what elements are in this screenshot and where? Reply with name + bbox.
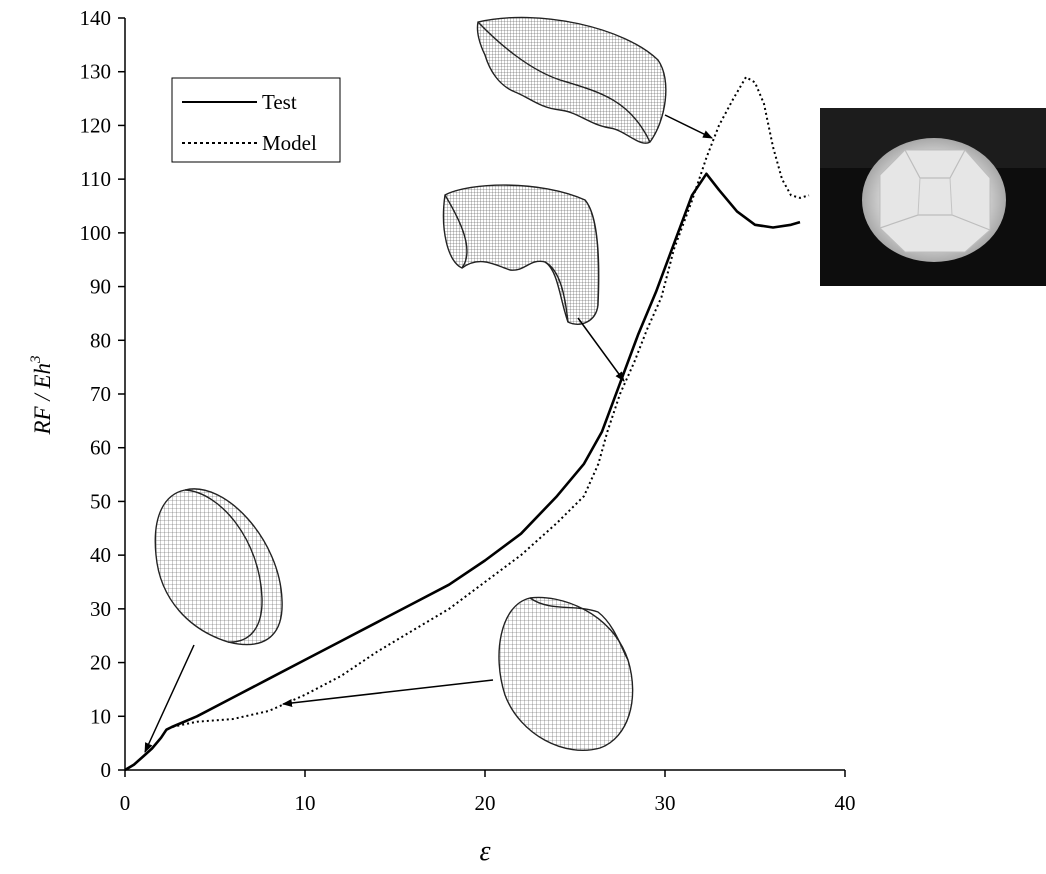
y-tick-label: 70 [90, 382, 111, 406]
y-tick-label: 80 [90, 328, 111, 352]
shell-dimpled-figure [498, 596, 634, 752]
arrow-initial [144, 644, 195, 753]
y-tick-label: 100 [80, 221, 112, 245]
series-line-model [124, 76, 810, 771]
y-tick-label: 120 [80, 113, 112, 137]
x-tick-label: 10 [295, 791, 316, 815]
y-tick-label: 50 [90, 489, 111, 513]
specimen-photo [820, 108, 1046, 286]
x-tick-label: 0 [120, 791, 131, 815]
shell-folded-figure [442, 184, 600, 325]
arrow-buckled [664, 114, 713, 139]
y-tick-label: 20 [90, 651, 111, 675]
shell-initial-figure [154, 488, 283, 646]
x-tick-label: 20 [475, 791, 496, 815]
y-tick-label: 0 [101, 758, 112, 782]
arrow-dimpled [282, 679, 494, 707]
y-tick-label: 140 [80, 6, 112, 30]
arrow-folded [577, 317, 625, 382]
y-tick-label: 10 [90, 704, 111, 728]
y-tick-label: 30 [90, 597, 111, 621]
y-tick-label: 110 [80, 167, 111, 191]
y-tick-label: 130 [80, 60, 112, 84]
svg-text:RF / Eh3: RF / Eh3 [28, 355, 55, 435]
y-tick-label: 60 [90, 436, 111, 460]
x-tick-label: 30 [655, 791, 676, 815]
x-axis-ticks: 0 10 20 30 40 [120, 770, 856, 815]
legend: Test Model [171, 77, 341, 163]
legend-label-test: Test [262, 90, 297, 114]
y-axis-ticks: 0 10 20 30 40 50 60 70 80 90 100 110 120 130 140 [80, 6, 125, 782]
x-axis-title: ε [479, 836, 490, 867]
legend-box [171, 77, 341, 163]
y-tick-label: 40 [90, 543, 111, 567]
y-tick-label: 90 [90, 275, 111, 299]
y-axis-title: RF / Eh3 [28, 355, 55, 435]
x-tick-label: 40 [835, 791, 856, 815]
annotation-arrows [144, 114, 713, 753]
series-layer [124, 76, 810, 772]
series-line-test [124, 172, 801, 772]
legend-label-model: Model [262, 131, 317, 155]
shell-buckled-figure [476, 16, 667, 144]
